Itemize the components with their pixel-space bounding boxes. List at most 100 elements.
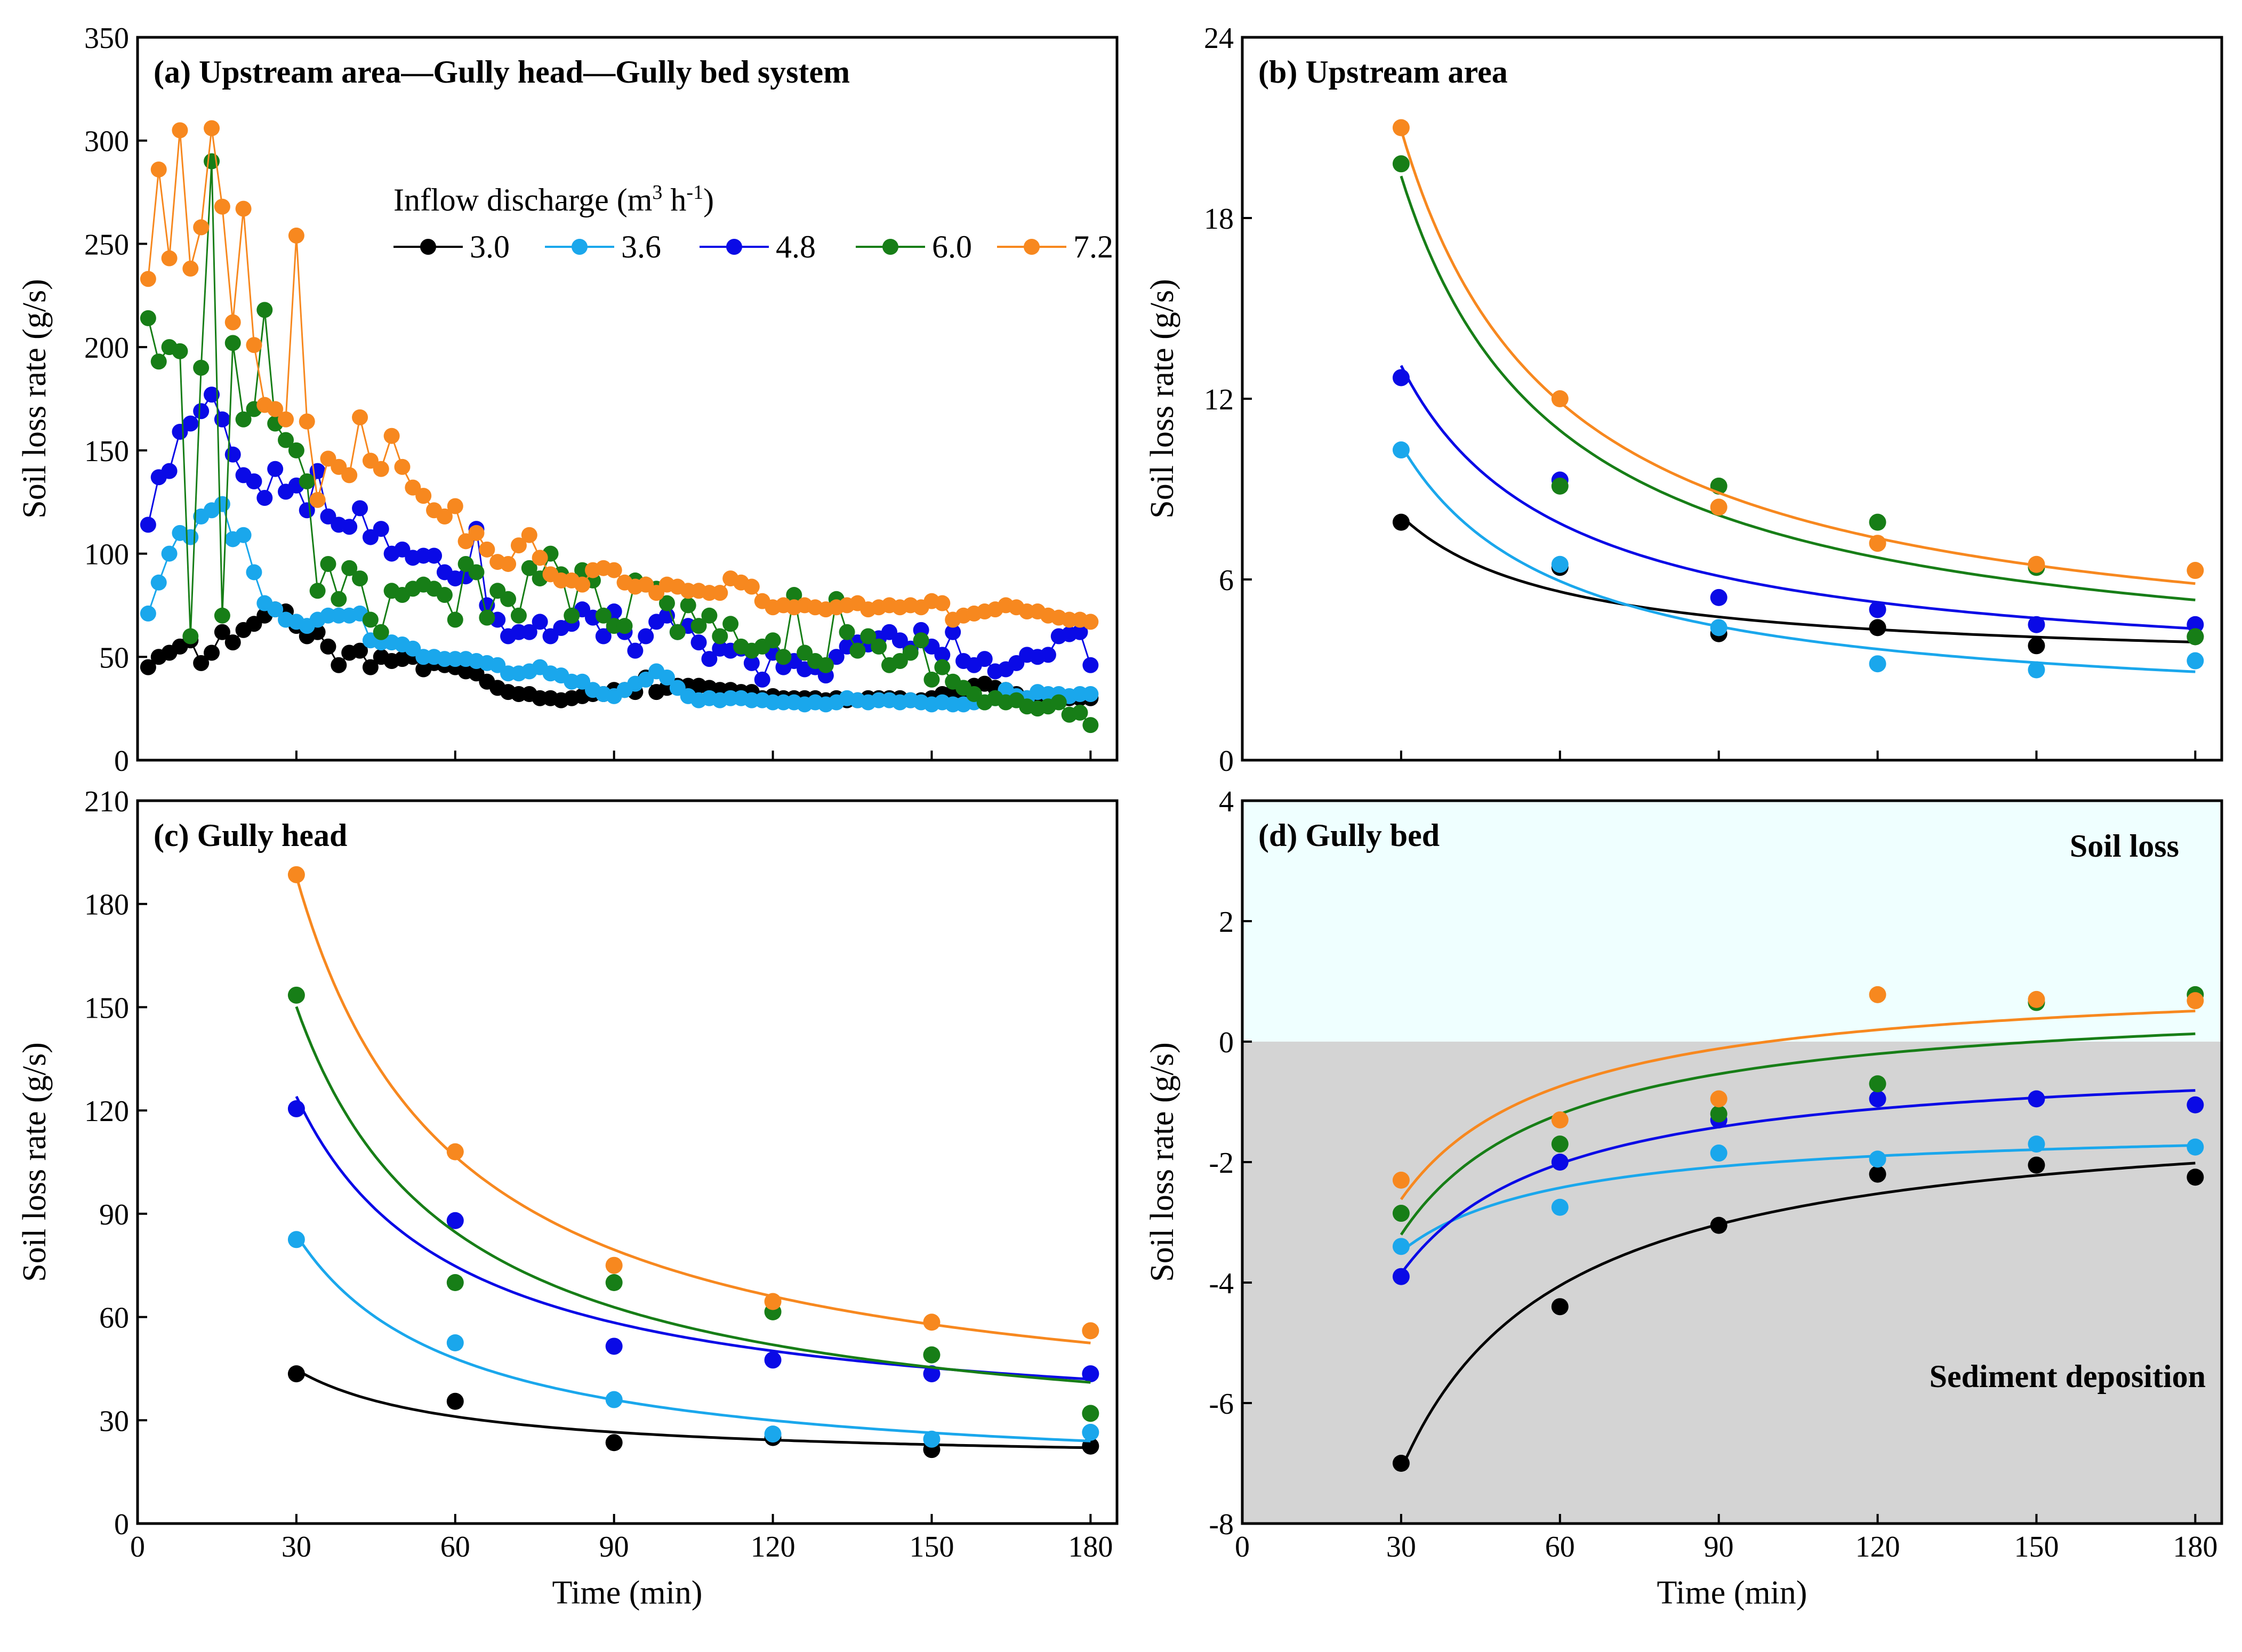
- y-tick-label: 6: [1219, 564, 1234, 597]
- data-point-6.0: [172, 343, 188, 359]
- data-point-6.0: [616, 618, 633, 634]
- data-point-6.0: [1869, 513, 1886, 531]
- panel-title: (a) Upstream area—Gully head—Gully bed s…: [154, 54, 850, 90]
- fit-curve-3.6: [1400, 444, 2196, 673]
- data-point-3.6: [1551, 555, 1569, 573]
- fit-curve-3.6: [1400, 1144, 2196, 1253]
- data-point-6.0: [182, 628, 199, 644]
- data-point-7.2: [172, 122, 188, 139]
- data-point-6.0: [299, 473, 315, 489]
- data-point-4.8: [2028, 1090, 2045, 1108]
- data-point-7.2: [140, 271, 156, 287]
- data-point-3.6: [923, 1430, 941, 1448]
- legend-label-4.8: 4.8: [776, 229, 816, 264]
- legend-label-3.6: 3.6: [621, 229, 661, 264]
- data-point-3.6: [161, 545, 178, 562]
- y-tick-label: 24: [1204, 22, 1234, 55]
- data-point-6.0: [256, 302, 273, 318]
- y-tick-label: 150: [84, 435, 129, 468]
- data-point-3.6: [235, 527, 252, 543]
- data-point-4.8: [161, 463, 178, 479]
- data-point-6.0: [923, 1346, 941, 1364]
- data-point-7.2: [574, 576, 591, 593]
- data-point-4.8: [754, 671, 770, 688]
- soil-loss-zone: [1242, 801, 2222, 1042]
- data-point-3.0: [140, 659, 156, 675]
- data-point-3.6: [2028, 1135, 2045, 1153]
- data-point-3.6: [1551, 1198, 1569, 1216]
- data-point-4.8: [224, 446, 241, 463]
- panel-title: (d) Gully bed: [1258, 818, 1440, 853]
- data-point-4.8: [1869, 1090, 1886, 1108]
- data-point-6.0: [902, 644, 919, 661]
- data-point-6.0: [479, 609, 495, 626]
- legend-label-6.0: 6.0: [932, 229, 972, 264]
- data-point-3.6: [605, 1391, 623, 1408]
- fit-curve-7.2: [1400, 1010, 2196, 1200]
- data-point-3.0: [1869, 619, 1886, 636]
- data-point-6.0: [447, 611, 463, 628]
- data-point-4.8: [1040, 647, 1056, 663]
- data-point-4.8: [923, 1365, 941, 1383]
- plot-frame: [136, 36, 1119, 762]
- data-point-7.2: [373, 461, 389, 477]
- data-point-6.0: [278, 432, 294, 448]
- data-point-4.8: [193, 403, 210, 420]
- data-point-3.6: [287, 1231, 305, 1248]
- data-point-3.6: [182, 529, 199, 545]
- plot-frame: [136, 799, 1119, 1525]
- data-point-4.8: [658, 607, 675, 624]
- data-point-7.2: [309, 491, 326, 508]
- x-tick-label: 30: [282, 1530, 311, 1564]
- data-point-3.6: [2187, 652, 2204, 670]
- data-point-4.8: [2187, 1096, 2204, 1114]
- data-point-4.8: [341, 519, 358, 535]
- fit-curve-6.0: [1400, 175, 2196, 601]
- data-point-3.0: [193, 655, 210, 671]
- data-point-3.0: [352, 642, 368, 659]
- data-point-7.2: [1551, 390, 1569, 407]
- y-tick-label: 30: [99, 1405, 129, 1438]
- data-point-7.2: [1082, 1322, 1099, 1340]
- data-point-7.2: [712, 585, 728, 601]
- data-point-4.8: [605, 1337, 623, 1355]
- data-point-4.8: [1392, 369, 1410, 386]
- y-tick-label: 90: [99, 1198, 129, 1231]
- data-point-6.0: [1551, 1135, 1569, 1153]
- data-point-7.2: [1551, 1111, 1569, 1129]
- data-point-4.8: [267, 461, 284, 477]
- x-tick-label: 60: [1545, 1530, 1575, 1564]
- legend-label-3.0: 3.0: [470, 229, 510, 264]
- data-point-4.8: [2187, 616, 2204, 633]
- data-point-4.8: [945, 624, 961, 640]
- data-point-7.2: [743, 578, 760, 595]
- data-point-3.0: [331, 657, 347, 673]
- data-point-6.0: [690, 618, 707, 634]
- data-point-6.0: [362, 611, 379, 628]
- y-axis-label: Soil loss rate (g/s): [1144, 1042, 1180, 1282]
- x-tick-label: 120: [1855, 1530, 1900, 1564]
- data-point-6.0: [331, 591, 347, 607]
- y-tick-label: -4: [1209, 1267, 1234, 1300]
- data-point-6.0: [309, 583, 326, 599]
- data-point-3.6: [1869, 655, 1886, 673]
- data-point-7.2: [394, 458, 411, 475]
- data-point-7.2: [235, 200, 252, 217]
- data-point-4.8: [256, 489, 273, 506]
- data-point-4.8: [1072, 624, 1088, 640]
- data-point-6.0: [913, 632, 929, 649]
- data-point-3.0: [2028, 1156, 2045, 1174]
- data-point-7.2: [267, 401, 284, 417]
- data-point-7.2: [224, 314, 241, 331]
- data-point-4.8: [1082, 1365, 1099, 1383]
- data-point-4.8: [140, 517, 156, 533]
- data-point-6.0: [923, 671, 940, 688]
- data-point-6.0: [680, 597, 696, 614]
- panel-d-gully-bed: -8 -6 -4 -2 0 2 4 0 30 60 90 120 150 180 Soil loss rat…: [1144, 785, 2223, 1611]
- data-point-4.8: [690, 634, 707, 651]
- legend-marker-7.2: [1024, 239, 1040, 255]
- panel-b-upstream-area: 0 6 12 18 24 Soil loss rate (g/s) (b) Upstream…: [1144, 22, 2223, 778]
- data-point-3.0: [1869, 1165, 1886, 1183]
- x-tick-label: 180: [1068, 1530, 1113, 1564]
- data-point-7.2: [287, 866, 305, 883]
